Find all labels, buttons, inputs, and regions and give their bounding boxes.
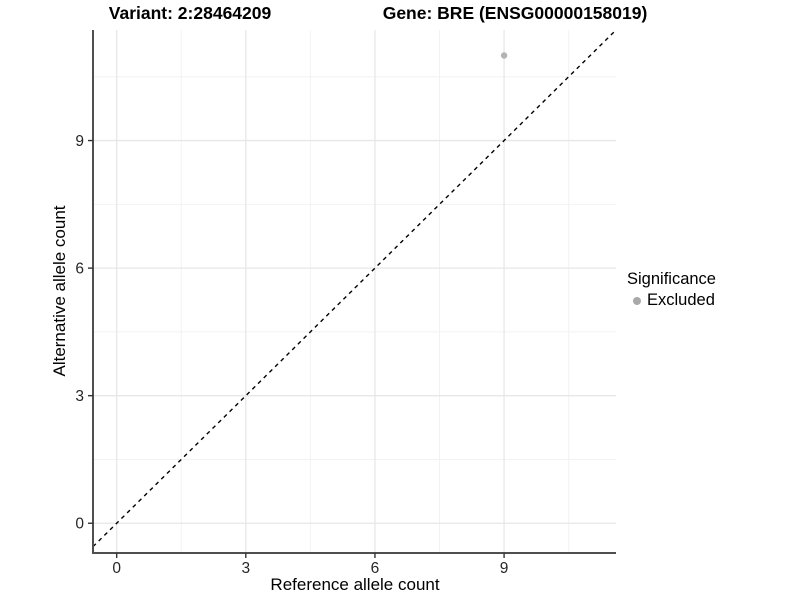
x-tick-label-2: 6: [371, 560, 380, 577]
plot-title-gene: Gene: BRE (ENSG00000158019): [382, 3, 648, 23]
identity-reference-line: [92, 29, 617, 548]
x-tick-label-0: 0: [112, 560, 121, 577]
x-tick-label-1: 3: [241, 560, 250, 577]
axis-tick-marks: [88, 139, 505, 558]
axis-lines: [92, 30, 616, 554]
x-axis-label: Reference allele count: [270, 575, 440, 594]
gridlines-minor: [93, 30, 616, 553]
axis-tick-labels: 0 3 6 9 0 3 6 9: [75, 133, 508, 577]
plot-title-variant: Variant: 2:28464209: [108, 3, 272, 23]
legend: Significance Excluded: [627, 270, 716, 310]
y-tick-label-3: 9: [75, 133, 84, 150]
legend-item-label: Excluded: [647, 291, 715, 309]
y-axis-label: Alternative allele count: [50, 205, 69, 377]
x-tick-label-3: 9: [500, 560, 509, 577]
excluded-point-icon: [633, 296, 641, 305]
y-tick-label-1: 3: [75, 388, 84, 405]
gridlines-major: [93, 30, 616, 553]
y-tick-label-2: 6: [75, 261, 84, 278]
legend-title: Significance: [627, 270, 716, 288]
y-tick-label-0: 0: [75, 516, 84, 533]
legend-item-excluded: Excluded: [627, 291, 716, 310]
data-points: [500, 52, 508, 59]
